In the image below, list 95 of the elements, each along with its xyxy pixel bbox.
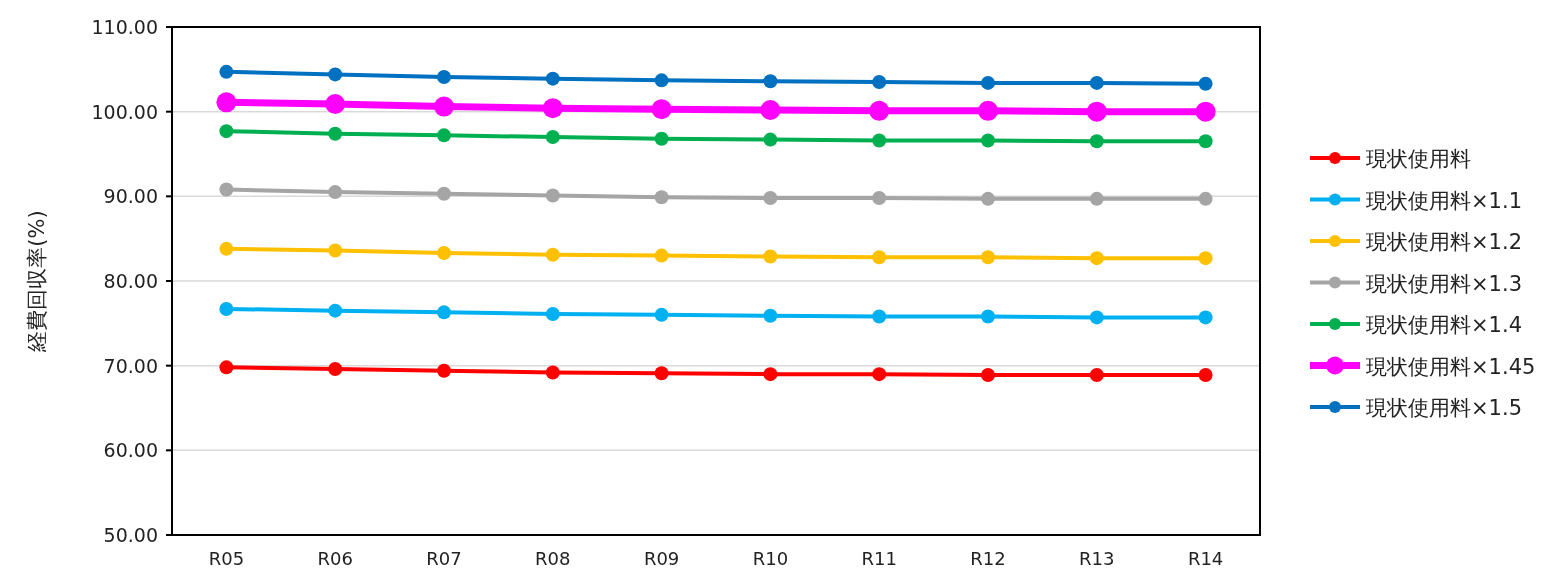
point [654, 248, 669, 263]
legend-label: 現状使用料×1.3 [1366, 271, 1522, 296]
point [328, 362, 343, 377]
point [328, 243, 343, 258]
point [437, 69, 451, 84]
point [654, 73, 669, 88]
legend-label: 現状使用料×1.2 [1366, 230, 1522, 254]
point [1089, 310, 1104, 325]
point [981, 250, 995, 265]
point [219, 301, 234, 316]
point [328, 67, 343, 82]
point [872, 75, 887, 90]
x-tick-label: R07 [426, 548, 462, 569]
point [654, 366, 669, 381]
point [219, 64, 234, 79]
y-tick-label: 70.00 [103, 354, 158, 377]
x-tick-label: R06 [317, 548, 353, 569]
point [763, 367, 778, 382]
x-tick-label: R05 [208, 548, 245, 569]
y-tick-label: 60.00 [103, 439, 158, 462]
point [328, 126, 343, 141]
x-tick-label: R10 [752, 548, 789, 569]
point [1198, 134, 1213, 149]
x-tick-label: R08 [535, 548, 571, 569]
y-tick-label: 50.00 [103, 524, 158, 546]
point [545, 307, 560, 322]
x-tick-label: R12 [970, 548, 1006, 569]
point [1089, 75, 1104, 90]
point [981, 367, 995, 382]
point [872, 309, 887, 324]
legend-label: 現状使用料×1.4 [1366, 313, 1522, 337]
point [1089, 367, 1104, 382]
point [1089, 191, 1104, 206]
point [219, 241, 234, 256]
point [981, 75, 995, 90]
point [872, 133, 887, 148]
point [978, 100, 998, 121]
x-tick-label: R13 [1079, 548, 1115, 569]
point [437, 128, 451, 143]
point [1195, 101, 1216, 122]
point [1198, 367, 1213, 382]
point [981, 133, 995, 148]
legend-label: 現状使用料×1.1 [1366, 188, 1522, 213]
point [763, 74, 778, 89]
point [545, 188, 560, 203]
point [1198, 251, 1213, 266]
point [542, 98, 563, 119]
x-tick-label: R11 [861, 548, 897, 569]
point [545, 71, 560, 86]
legend-label: 現状使用料 [1366, 147, 1471, 171]
point [763, 249, 778, 264]
point [760, 99, 781, 120]
point [1198, 310, 1213, 325]
y-tick-label: 110.00 [91, 16, 158, 38]
point [219, 124, 234, 139]
point [216, 92, 237, 113]
point [328, 185, 343, 200]
y-axis-title: 経費回収率(%) [25, 210, 49, 353]
point [1198, 76, 1213, 91]
point [651, 99, 672, 120]
point [763, 308, 778, 323]
point [1089, 134, 1104, 149]
point [763, 132, 778, 147]
point [654, 190, 669, 205]
point [437, 186, 451, 201]
legend-label: 現状使用料×1.5 [1366, 396, 1522, 420]
y-tick-label: 80.00 [103, 270, 158, 292]
point [763, 191, 778, 206]
x-tick-label: R14 [1187, 548, 1224, 569]
point [437, 305, 451, 320]
point [1198, 191, 1213, 206]
point [1086, 101, 1107, 122]
x-tick-label: R09 [643, 548, 680, 569]
point [872, 250, 887, 265]
point [219, 182, 234, 197]
point [328, 303, 343, 318]
point [981, 191, 995, 206]
point [869, 100, 890, 121]
point [219, 360, 234, 375]
y-tick-label: 100.00 [91, 100, 158, 123]
point [1089, 251, 1104, 266]
point [545, 130, 560, 145]
point [434, 96, 454, 117]
point [872, 191, 887, 206]
legend-label: 現状使用料×1.45 [1366, 354, 1536, 379]
point [545, 247, 560, 262]
y-tick-label: 90.00 [103, 185, 158, 208]
point [325, 94, 346, 115]
point [437, 363, 451, 378]
point [654, 131, 669, 146]
point [872, 367, 887, 382]
point [654, 307, 669, 322]
point [437, 246, 451, 261]
point [545, 365, 560, 380]
point [981, 309, 995, 324]
